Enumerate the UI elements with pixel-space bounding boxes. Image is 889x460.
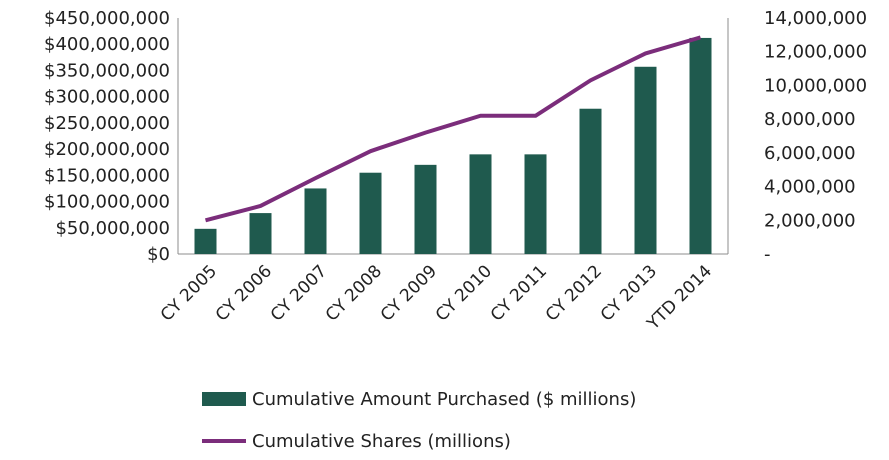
- right-axis-tick-label: 10,000,000: [764, 75, 867, 96]
- left-axis-tick-label: $50,000,000: [55, 218, 170, 239]
- x-axis-tick-label: CY 2005: [157, 261, 221, 325]
- line-series: [204, 35, 702, 223]
- bar: [414, 164, 437, 254]
- right-axis-tick-label: 6,000,000: [764, 143, 856, 164]
- right-axis-tick-labels: - 2,000,000 4,000,000 6,000,000 8,000,000 10,…: [764, 8, 867, 265]
- bar: [579, 108, 602, 255]
- bar: [304, 188, 327, 254]
- left-axis-tick-label: $100,000,000: [44, 192, 170, 213]
- legend-label-shares: Cumulative Shares (millions): [252, 431, 511, 452]
- left-axis-tick-label: $300,000,000: [44, 87, 170, 108]
- bar-series: [194, 37, 712, 255]
- left-axis-tick-label: $250,000,000: [44, 113, 170, 134]
- legend: Cumulative Amount Purchased ($ millions)…: [202, 389, 636, 452]
- left-axis-tick-label: $200,000,000: [44, 139, 170, 160]
- x-axis-tick-label: CY 2006: [212, 261, 276, 325]
- x-axis-tick-label: CY 2009: [377, 261, 441, 325]
- right-axis-tick-label: 4,000,000: [764, 177, 856, 198]
- right-axis-tick-label: 8,000,000: [764, 109, 856, 130]
- x-axis-tick-label: CY 2008: [322, 261, 386, 325]
- bar: [359, 172, 382, 254]
- legend-bar-swatch: [202, 392, 246, 406]
- bar: [249, 213, 272, 254]
- bar: [524, 154, 547, 254]
- right-axis-tick-label: 2,000,000: [764, 210, 856, 231]
- x-axis-tick-label: CY 2010: [432, 261, 496, 325]
- legend-label-amount: Cumulative Amount Purchased ($ millions): [252, 389, 636, 410]
- left-axis-tick-label: $400,000,000: [44, 34, 170, 55]
- left-axis-tick-label: $0: [147, 244, 170, 265]
- right-axis-tick-label: 14,000,000: [764, 8, 867, 29]
- right-axis-tick-label: -: [764, 244, 771, 265]
- bar: [194, 228, 217, 254]
- bar: [469, 154, 492, 254]
- x-axis-tick-label: CY 2012: [542, 261, 606, 325]
- x-axis-tick-label: CY 2007: [267, 261, 331, 325]
- right-axis-tick-label: 12,000,000: [764, 42, 867, 63]
- x-axis-tick-label: CY 2011: [487, 261, 551, 325]
- bar: [689, 37, 712, 254]
- bar: [634, 66, 657, 254]
- left-axis-tick-label: $150,000,000: [44, 165, 170, 186]
- shares-line: [204, 35, 702, 223]
- left-axis-tick-label: $350,000,000: [44, 60, 170, 81]
- left-axis-tick-label: $450,000,000: [44, 8, 170, 29]
- left-axis-tick-labels: $0 $50,000,000 $100,000,000 $150,000,000 $20…: [44, 8, 170, 265]
